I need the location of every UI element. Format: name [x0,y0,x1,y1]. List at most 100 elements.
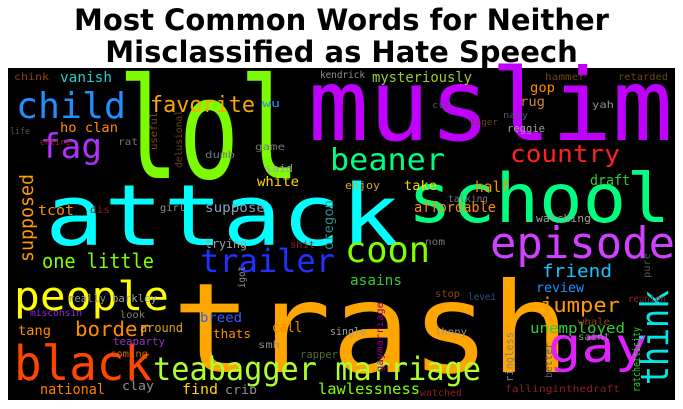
word: cuz [432,101,452,111]
word: clay [122,379,154,393]
word: unemployed [530,321,625,337]
word: single [330,325,366,338]
word: said [265,162,293,175]
word: gaymarriage [375,302,386,372]
word: dis [90,205,110,216]
word: fallinginthedraft [505,384,620,395]
word: life [10,127,30,137]
word: trying [205,237,247,251]
word: fag [40,127,102,167]
word: teabagger marriage [153,350,481,388]
word: girl [160,203,185,214]
word: friend [542,261,612,282]
word: better [544,343,555,378]
word: useful [149,112,160,150]
word: rat [118,137,138,148]
word: thats [213,327,251,341]
word: ratchetticity [630,327,643,392]
word: stop [435,289,460,300]
word: coming [110,349,148,360]
title-line: Misclassified as Hate Speech [105,35,577,69]
word: affordable [414,200,496,216]
word: find [182,382,218,398]
word: review [536,281,584,296]
word: kendrick [320,70,365,81]
word: breed [200,311,242,326]
word: mysteriously [372,70,472,86]
word: asains [350,273,402,289]
word: rug [520,95,545,110]
word: ho clan [60,121,118,136]
word: entire [40,138,70,148]
word: tang [18,324,51,339]
word: people [14,274,169,320]
word: oregon [322,200,337,250]
word: crib [225,383,257,397]
word: teaparty [113,335,165,348]
word: suppose [205,201,265,216]
word: pure [642,253,653,278]
word: favorite [150,93,255,118]
word: ringless [503,332,516,382]
word: jumper [540,293,620,317]
word: tcot [38,203,74,219]
cloud-background [8,68,675,400]
word: country [510,140,620,168]
word: supposed [16,174,38,262]
word: shit [290,240,315,251]
word: draft [590,173,630,189]
word: vanish [60,70,112,86]
word: saint [578,332,610,343]
word: take [404,179,437,194]
word: retarded [618,72,668,83]
word: levei [468,292,496,303]
word: wu [262,97,280,110]
word: rapper [300,348,338,361]
word: attack [45,167,400,266]
word: really [68,292,106,305]
word: coon [345,230,430,271]
word: one little [42,249,154,273]
word: tiger [470,118,499,128]
word: dumb [205,150,235,161]
word: chink [14,72,49,83]
title-line: Most Common Words for Neither [74,3,610,37]
word: lol [118,49,300,212]
word: half [475,178,510,196]
word: naxy [503,111,529,121]
word: igot [237,266,248,288]
word: talking [448,194,488,205]
word: school [408,160,670,239]
word: yah [592,100,614,111]
word: trash [172,257,570,402]
word: beaner [330,143,445,178]
word: gay [548,318,648,374]
word: nom [425,237,445,248]
word: enjoy [345,179,380,192]
word: reggie [507,122,545,135]
word: barkley [112,292,157,305]
word: black [14,336,152,392]
word: think [633,290,677,385]
word: reunion [628,294,666,305]
word: watching [536,212,591,225]
word: muslim [308,47,673,164]
word: look [120,310,145,321]
word: game [255,142,285,153]
word: whale [578,317,610,328]
word: border [75,317,150,341]
word: national [40,382,105,398]
word: white [257,175,299,190]
word: trailer [200,242,335,280]
word: gop [530,81,555,96]
word: watched [420,388,462,399]
word: lhnny [435,327,467,338]
word: around [140,321,183,335]
word: child [16,86,126,127]
word: smh [258,340,280,351]
word: misconsin [30,308,82,319]
word: call [272,320,302,336]
